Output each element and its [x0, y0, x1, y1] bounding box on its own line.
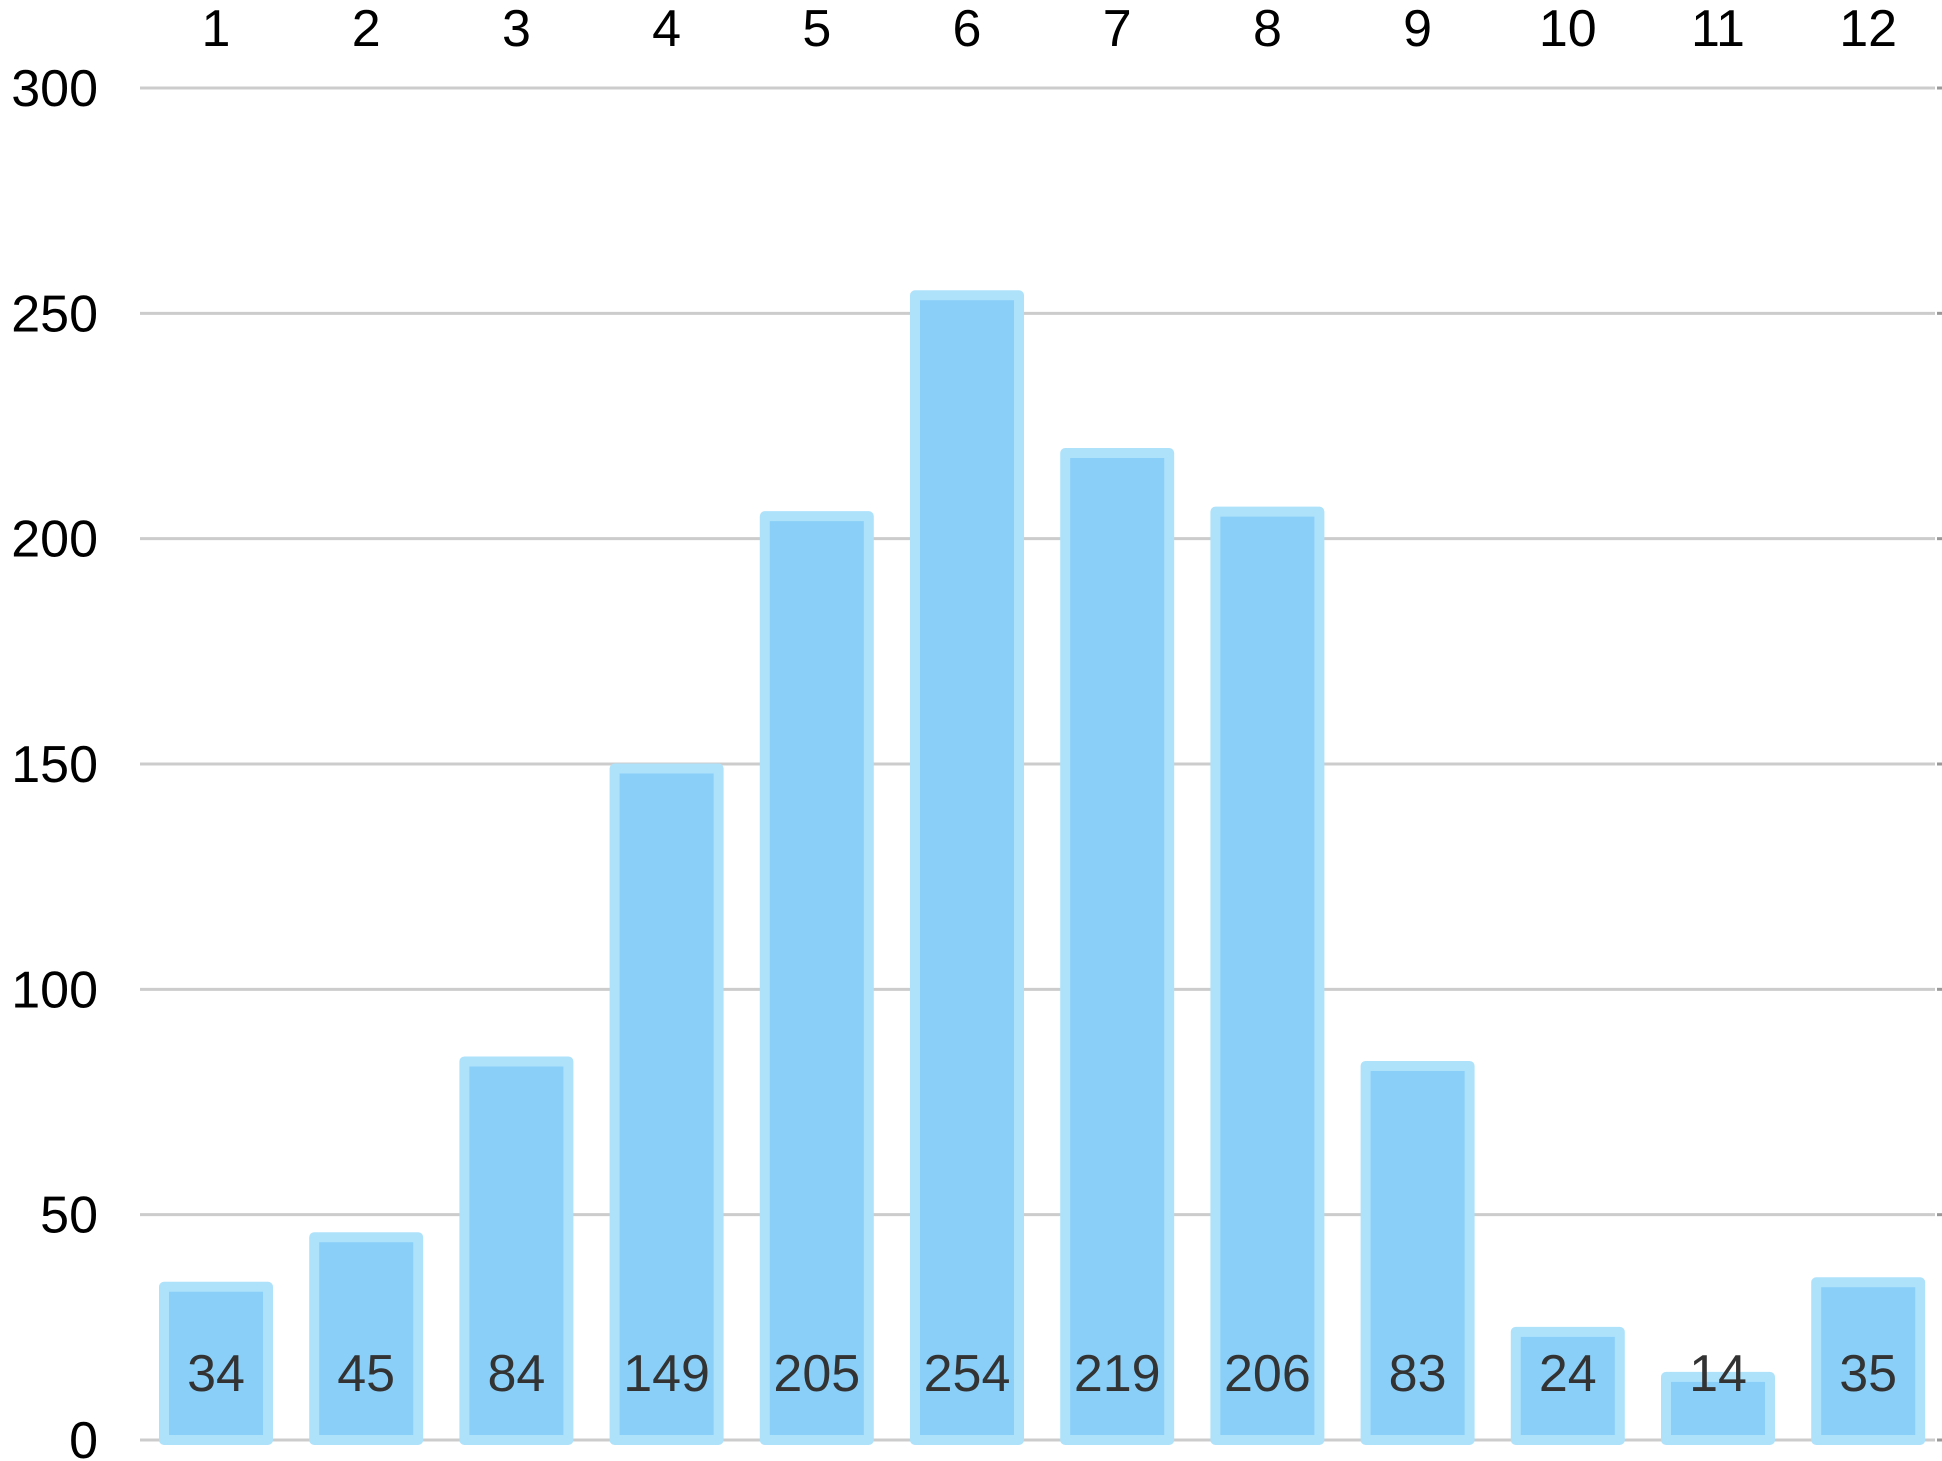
bar-value-label: 34	[187, 1345, 245, 1403]
x-category-label: 6	[953, 0, 982, 58]
bar-8	[1210, 506, 1325, 1446]
bars	[159, 290, 1926, 1446]
y-tick-label: 200	[11, 511, 98, 569]
x-category-label: 1	[202, 0, 231, 58]
x-category-label: 9	[1403, 0, 1432, 58]
y-tick-label: 100	[11, 961, 98, 1019]
x-category-label: 5	[802, 0, 831, 58]
bar-value-label: 219	[1074, 1345, 1161, 1403]
y-tick-label: 50	[40, 1187, 98, 1245]
bar-value-label: 206	[1224, 1345, 1311, 1403]
y-tick-label: 250	[11, 285, 98, 343]
bar-3	[459, 1056, 574, 1445]
x-category-label: 3	[502, 0, 531, 58]
bar-2	[309, 1232, 424, 1445]
bar-5	[759, 511, 874, 1445]
bar-value-label: 14	[1689, 1345, 1747, 1403]
bar-4	[609, 763, 724, 1445]
y-tick-label: 300	[11, 60, 98, 118]
bar-value-label: 254	[924, 1345, 1011, 1403]
bar-value-label: 205	[773, 1345, 860, 1403]
x-category-label: 2	[352, 0, 381, 58]
x-category-label: 4	[652, 0, 681, 58]
gridlines	[140, 86, 1942, 1442]
x-category-label: 12	[1839, 0, 1897, 58]
y-axis-tick-labels: 0 50 100 150 200 250 300	[11, 60, 98, 1461]
bar-10	[1510, 1326, 1625, 1445]
bar-value-label: 83	[1389, 1345, 1447, 1403]
x-category-label: 10	[1539, 0, 1597, 58]
y-tick-label: 150	[11, 736, 98, 794]
x-category-label: 11	[1691, 0, 1745, 58]
x-axis-category-labels: 1 2 3 4 5 6 7 8 9 10 11 12	[202, 0, 1898, 58]
bar-1	[159, 1281, 273, 1445]
bar-9	[1360, 1060, 1475, 1445]
x-category-label: 7	[1103, 0, 1132, 58]
bar-value-labels: 34 45 84 149 205 254 219 206 83 24 14 35	[187, 1345, 1897, 1403]
bar-value-label: 45	[337, 1345, 395, 1403]
bar-7	[1060, 448, 1175, 1446]
x-category-label: 8	[1253, 0, 1282, 58]
bar-11	[1661, 1371, 1775, 1445]
bar-value-label: 35	[1839, 1345, 1897, 1403]
bar-12	[1811, 1277, 1926, 1446]
y-tick-label: 0	[69, 1412, 98, 1461]
bar-6	[910, 290, 1024, 1446]
bar-value-label: 149	[623, 1345, 710, 1403]
bar-value-label: 24	[1539, 1345, 1597, 1403]
bar-value-label: 84	[487, 1345, 545, 1403]
